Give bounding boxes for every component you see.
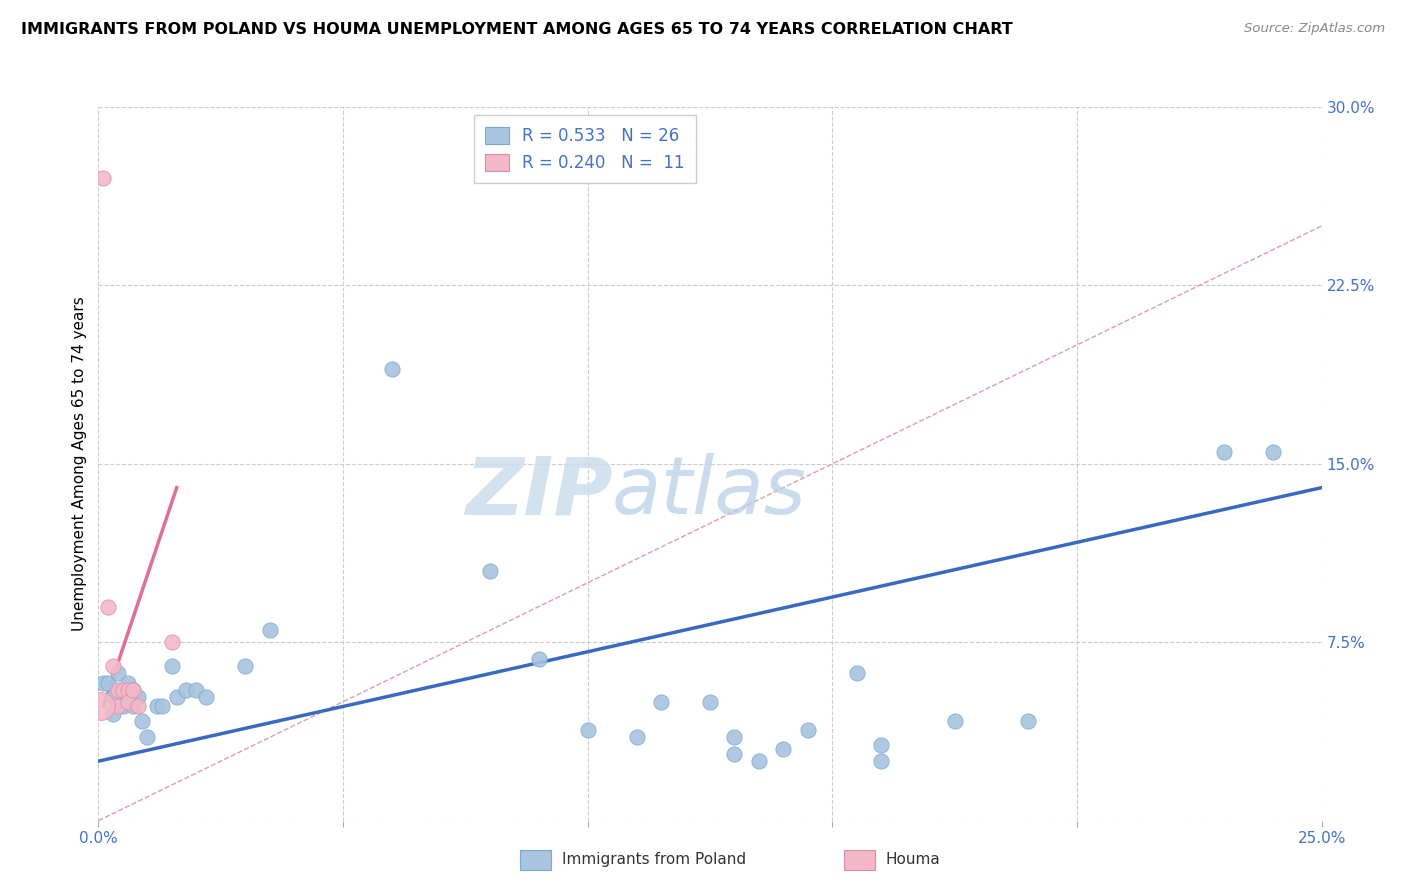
- Point: [111, 699, 134, 714]
- Point: [117, 675, 139, 690]
- Point: [845, 666, 868, 681]
- Text: ZIP: ZIP: [465, 453, 612, 532]
- Point: [91, 171, 114, 186]
- Point: [90, 699, 112, 714]
- Point: [943, 714, 966, 728]
- Point: [131, 714, 153, 728]
- Point: [195, 690, 218, 704]
- Point: [117, 695, 139, 709]
- Point: [127, 699, 149, 714]
- Point: [97, 599, 120, 614]
- Point: [699, 695, 721, 709]
- Point: [166, 690, 188, 704]
- Point: [121, 699, 143, 714]
- Point: [381, 361, 404, 376]
- Point: [797, 723, 820, 738]
- Point: [121, 682, 143, 697]
- Point: [723, 747, 745, 761]
- Point: [1017, 714, 1039, 728]
- Text: Source: ZipAtlas.com: Source: ZipAtlas.com: [1244, 22, 1385, 36]
- Point: [650, 695, 672, 709]
- Point: [111, 682, 134, 697]
- Point: [748, 754, 770, 768]
- Text: Immigrants from Poland: Immigrants from Poland: [562, 853, 747, 867]
- Legend: R = 0.533   N = 26, R = 0.240   N =  11: R = 0.533 N = 26, R = 0.240 N = 11: [474, 115, 696, 184]
- Point: [176, 682, 198, 697]
- Point: [626, 731, 648, 745]
- Text: Houma: Houma: [886, 853, 941, 867]
- Point: [160, 659, 183, 673]
- Point: [107, 666, 129, 681]
- Point: [107, 699, 129, 714]
- Point: [117, 682, 139, 697]
- Point: [127, 690, 149, 704]
- Point: [259, 624, 281, 638]
- Point: [111, 682, 134, 697]
- Point: [136, 731, 159, 745]
- Point: [1261, 445, 1284, 459]
- Point: [723, 731, 745, 745]
- Text: IMMIGRANTS FROM POLAND VS HOUMA UNEMPLOYMENT AMONG AGES 65 TO 74 YEARS CORRELATI: IMMIGRANTS FROM POLAND VS HOUMA UNEMPLOY…: [21, 22, 1012, 37]
- Point: [870, 738, 893, 752]
- Y-axis label: Unemployment Among Ages 65 to 74 years: Unemployment Among Ages 65 to 74 years: [72, 296, 87, 632]
- Point: [527, 652, 550, 666]
- Point: [772, 742, 794, 756]
- Point: [121, 682, 143, 697]
- Point: [160, 635, 183, 649]
- Point: [146, 699, 169, 714]
- Point: [576, 723, 599, 738]
- Point: [101, 690, 124, 704]
- Text: atlas: atlas: [612, 453, 807, 532]
- Point: [91, 675, 114, 690]
- Point: [101, 706, 124, 721]
- Point: [1212, 445, 1234, 459]
- Point: [97, 675, 120, 690]
- Point: [107, 682, 129, 697]
- Point: [150, 699, 173, 714]
- Point: [233, 659, 256, 673]
- Point: [870, 754, 893, 768]
- Point: [101, 659, 124, 673]
- Point: [186, 682, 208, 697]
- Point: [478, 564, 501, 578]
